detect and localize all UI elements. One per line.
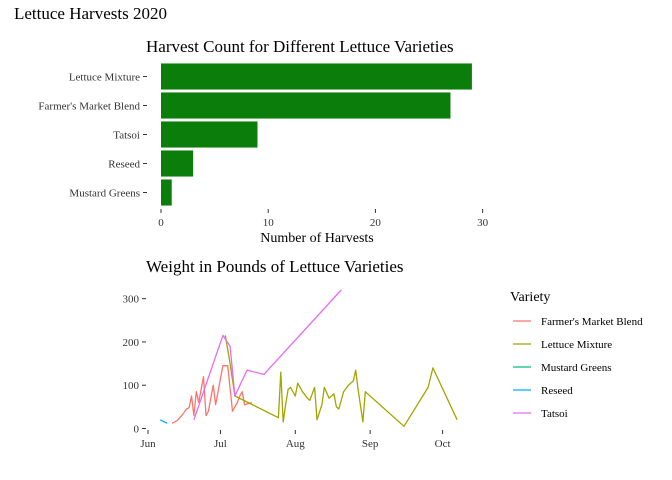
y-tick-label: Farmer's Market Blend bbox=[38, 101, 140, 113]
legend-title: Variety bbox=[510, 290, 550, 305]
x-tick-label: Aug bbox=[286, 438, 305, 450]
x-tick-label: 10 bbox=[263, 217, 275, 229]
legend-label: Mustard Greens bbox=[541, 362, 612, 374]
y-tick-label: Lettuce Mixture bbox=[69, 72, 140, 84]
legend-label: Lettuce Mixture bbox=[541, 339, 612, 351]
bar-chart-x-axis-label: Number of Harvests bbox=[260, 231, 374, 246]
y-tick-label: 300 bbox=[123, 294, 140, 306]
x-tick-label: Oct bbox=[435, 438, 451, 450]
bar bbox=[161, 121, 258, 148]
y-tick-label: 0 bbox=[134, 424, 140, 436]
y-tick-label: 100 bbox=[123, 380, 140, 392]
y-tick-label: Tatsoi bbox=[113, 130, 140, 142]
series-line-reseed bbox=[159, 419, 168, 424]
legend-label: Farmer's Market Blend bbox=[541, 316, 643, 328]
page-title: Lettuce Harvests 2020 bbox=[14, 4, 167, 23]
bar bbox=[161, 150, 194, 177]
line-chart-title: Weight in Pounds of Lettuce Varieties bbox=[146, 257, 404, 276]
series-line-tatsoi bbox=[193, 289, 342, 421]
bar-chart-title: Harvest Count for Different Lettuce Vari… bbox=[146, 37, 454, 56]
y-tick-label: Mustard Greens bbox=[69, 188, 140, 200]
x-tick-label: Sep bbox=[362, 438, 379, 450]
x-tick-label: 30 bbox=[477, 217, 489, 229]
bar-chart: Harvest Count for Different Lettuce Vari… bbox=[38, 37, 488, 246]
x-tick-label: Jun bbox=[140, 438, 156, 450]
bar bbox=[161, 92, 451, 119]
bar bbox=[161, 179, 172, 206]
x-tick-label: 20 bbox=[370, 217, 382, 229]
x-tick-label: Jul bbox=[214, 438, 227, 450]
y-tick-label: Reseed bbox=[108, 159, 140, 171]
y-tick-label: 200 bbox=[123, 337, 140, 349]
series-line-farmer-s-market-blend bbox=[171, 365, 252, 424]
legend-label: Tatsoi bbox=[541, 408, 568, 420]
x-tick-label: 0 bbox=[158, 217, 164, 229]
line-chart: Weight in Pounds of Lettuce Varieties 0 1… bbox=[123, 257, 644, 450]
bar bbox=[161, 63, 472, 90]
legend: Variety Farmer's Market Blend Lettuce Mix… bbox=[510, 290, 643, 420]
legend-label: Reseed bbox=[541, 385, 573, 397]
series-line-lettuce-mixture bbox=[224, 335, 458, 427]
